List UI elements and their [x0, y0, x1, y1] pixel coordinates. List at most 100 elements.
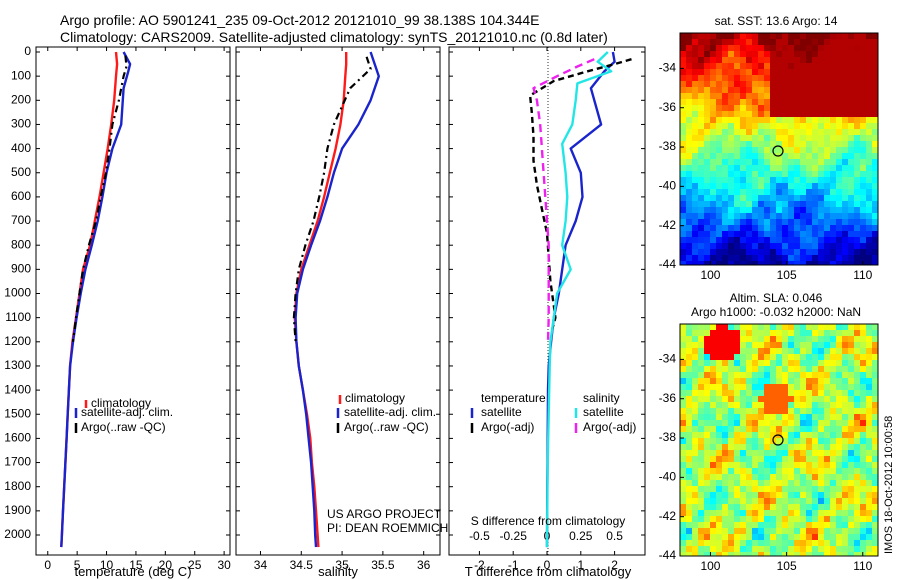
- heatmap-cell: [788, 159, 795, 166]
- heatmap-cell: [806, 165, 813, 172]
- heatmap-cell: [716, 99, 723, 106]
- heatmap-cell: [800, 342, 807, 349]
- heatmap-cell: [722, 444, 729, 451]
- heatmap-cell: [680, 51, 687, 58]
- heatmap-cell: [812, 330, 819, 337]
- heatmap-cell: [722, 534, 729, 541]
- heatmap-cell: [788, 189, 795, 196]
- heatmap-cell: [866, 147, 873, 154]
- heatmap-cell: [752, 105, 759, 112]
- heatmap-cell: [800, 57, 807, 64]
- heatmap-cell: [836, 456, 843, 463]
- heatmap-cell: [704, 231, 711, 238]
- heatmap-cell: [842, 105, 849, 112]
- heatmap-cell: [800, 444, 807, 451]
- heatmap-cell: [842, 183, 849, 190]
- heatmap-cell: [752, 330, 759, 337]
- heatmap-cell: [746, 195, 753, 202]
- heatmap-cell: [722, 117, 729, 124]
- heatmap-cell: [830, 159, 837, 166]
- heatmap-cell: [752, 261, 759, 265]
- heatmap-cell: [722, 348, 729, 355]
- heatmap-cell: [866, 498, 873, 505]
- heatmap-cell: [794, 201, 801, 208]
- heatmap-cell: [794, 330, 801, 337]
- heatmap-cell: [752, 396, 759, 403]
- heatmap-cell: [788, 522, 795, 529]
- heatmap-cell: [782, 384, 789, 391]
- heatmap-cell: [806, 249, 813, 256]
- heatmap-cell: [788, 330, 795, 337]
- heatmap-cell: [794, 396, 801, 403]
- heatmap-cell: [770, 195, 777, 202]
- heatmap-cell: [752, 81, 759, 88]
- heatmap-cell: [848, 534, 855, 541]
- heatmap-cell: [686, 195, 693, 202]
- heatmap-cell: [746, 522, 753, 529]
- heatmap-cell: [830, 33, 837, 40]
- heatmap-cell: [866, 171, 873, 178]
- heatmap-cell: [788, 153, 795, 160]
- heatmap-cell: [758, 231, 765, 238]
- heatmap-cell: [842, 492, 849, 499]
- heatmap-cell: [680, 462, 687, 469]
- heatmap-cell: [758, 384, 765, 391]
- heatmap-cell: [812, 153, 819, 160]
- heatmap-cell: [854, 516, 861, 523]
- heatmap-cell: [824, 438, 831, 445]
- map-y-tick-label: -36: [659, 100, 677, 114]
- heatmap-cell: [704, 378, 711, 385]
- heatmap-cell: [704, 450, 711, 457]
- heatmap-cell: [836, 426, 843, 433]
- heatmap-cell: [842, 438, 849, 445]
- heatmap-cell: [764, 450, 771, 457]
- heatmap-cell: [776, 243, 783, 250]
- heatmap-cell: [800, 69, 807, 76]
- heatmap-cell: [842, 135, 849, 142]
- heatmap-cell: [746, 498, 753, 505]
- heatmap-cell: [788, 39, 795, 46]
- heatmap-cell: [764, 348, 771, 355]
- heatmap-cell: [764, 195, 771, 202]
- heatmap-cell: [776, 261, 783, 265]
- heatmap-cell: [824, 408, 831, 415]
- heatmap-cell: [830, 237, 837, 244]
- x-tick-label: 35: [335, 558, 349, 572]
- heatmap-cell: [872, 141, 878, 148]
- heatmap-cell: [746, 243, 753, 250]
- heatmap-cell: [788, 480, 795, 487]
- heatmap-cell: [812, 480, 819, 487]
- heatmap-cell: [740, 474, 747, 481]
- sst-heatmap: [680, 33, 878, 265]
- heatmap-cell: [788, 516, 795, 523]
- heatmap-cell: [830, 408, 837, 415]
- heatmap-cell: [800, 81, 807, 88]
- heatmap-cell: [758, 444, 765, 451]
- heatmap-cell: [686, 51, 693, 58]
- heatmap-cell: [686, 159, 693, 166]
- heatmap-cell: [740, 189, 747, 196]
- heatmap-cell: [872, 354, 878, 361]
- heatmap-cell: [704, 57, 711, 64]
- heatmap-cell: [728, 213, 735, 220]
- heatmap-cell: [770, 432, 777, 439]
- heatmap-cell: [746, 372, 753, 379]
- heatmap-cell: [860, 63, 867, 70]
- heatmap-cell: [764, 354, 771, 361]
- map-x-tick-label: 110: [853, 268, 872, 282]
- heatmap-cell: [818, 141, 825, 148]
- heatmap-cell: [872, 207, 878, 214]
- heatmap-cell: [776, 552, 783, 556]
- heatmap-cell: [818, 546, 825, 553]
- heatmap-cell: [686, 456, 693, 463]
- heatmap-cell: [686, 366, 693, 373]
- argo-location-marker: [772, 145, 784, 157]
- heatmap-cell: [716, 237, 723, 244]
- heatmap-cell: [782, 213, 789, 220]
- heatmap-cell: [824, 219, 831, 226]
- heatmap-cell: [692, 69, 699, 76]
- heatmap-cell: [836, 378, 843, 385]
- heatmap-cell: [776, 534, 783, 541]
- heatmap-cell: [698, 342, 705, 349]
- heatmap-cell: [716, 219, 723, 226]
